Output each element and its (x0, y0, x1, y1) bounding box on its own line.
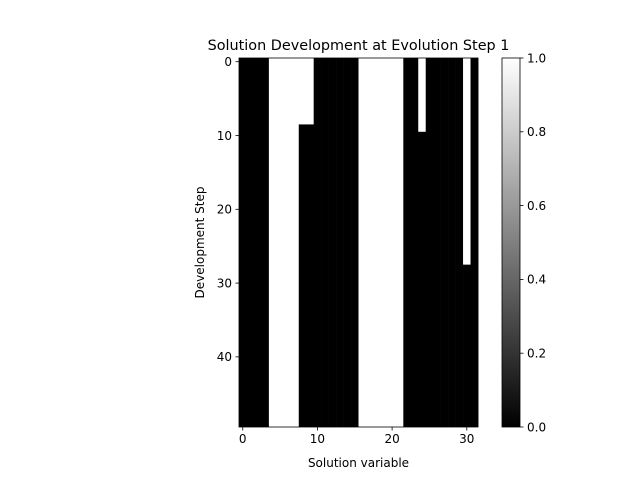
heatmap-cell (239, 58, 247, 427)
heatmap-cell (253, 58, 262, 427)
colorbar-tick-label: 0.6 (527, 199, 546, 213)
heatmap-cell (380, 58, 389, 427)
x-tick-label: 30 (459, 432, 474, 446)
heatmap-cell (433, 58, 441, 427)
heatmap-cell (448, 58, 456, 427)
colorbar-tick-label: 1.0 (527, 51, 546, 65)
x-tick-label: 20 (384, 432, 399, 446)
heatmap-cell (463, 58, 471, 265)
colorbar-tick-label: 0.2 (527, 347, 546, 361)
colorbar-tick-label: 0.8 (527, 125, 546, 139)
heatmap-cell (418, 131, 427, 428)
heatmap-cell (283, 58, 292, 427)
heatmap-cell (425, 58, 434, 427)
heatmap-cell (246, 58, 255, 427)
heatmap-cell (336, 58, 344, 427)
chart-title: Solution Development at Evolution Step 1 (208, 38, 510, 54)
heatmap-cell (306, 124, 314, 428)
y-tick-label: 40 (217, 350, 232, 364)
heatmap-cell (365, 58, 374, 427)
plot-frame (238, 57, 479, 428)
heatmap-cell (298, 58, 307, 125)
heatmap-cell (403, 58, 412, 427)
y-tick-label: 30 (217, 276, 232, 290)
y-tick-label: 20 (217, 203, 232, 217)
heatmap-cell (328, 58, 337, 427)
y-axis-ticks: 0 10 20 30 40 (217, 55, 239, 364)
heatmap-cell (343, 58, 352, 427)
colorbar-tick-label: 0.0 (527, 420, 546, 434)
x-tick-label: 10 (310, 432, 325, 446)
heatmap-cell (395, 58, 404, 427)
heatmap-cell (388, 58, 397, 427)
x-axis-ticks: 0 10 20 30 (239, 427, 474, 446)
colorbar (501, 57, 521, 428)
heatmap-cell (440, 58, 449, 427)
heatmap-cell (276, 58, 285, 427)
colorbar-tick-label: 0.4 (527, 273, 546, 287)
y-tick-label: 10 (217, 129, 232, 143)
heatmap-cell (455, 58, 464, 427)
heatmap-cell (351, 58, 359, 427)
colorbar-ticks: 0.0 0.2 0.4 0.6 0.8 1.0 (520, 51, 546, 434)
heatmap-cell (463, 264, 471, 427)
heatmap-cell (358, 58, 367, 427)
heatmap-cell (418, 58, 427, 132)
heatmap-cell (261, 58, 270, 427)
x-axis-label: Solution variable (308, 456, 409, 470)
heatmap-cell (373, 58, 382, 427)
heatmap-cell (291, 58, 300, 427)
heatmap-cells (239, 58, 479, 428)
heatmap-cell (268, 58, 277, 427)
y-axis-label: Development Step (193, 187, 207, 299)
heatmap-cell (298, 124, 307, 428)
heatmap-cell (313, 58, 322, 427)
heatmap-cell (410, 58, 419, 427)
x-tick-label: 0 (239, 432, 247, 446)
heatmap-cell (321, 58, 329, 427)
heatmap-cell (470, 58, 479, 427)
y-tick-label: 0 (224, 55, 232, 69)
heatmap-cell (306, 58, 314, 125)
